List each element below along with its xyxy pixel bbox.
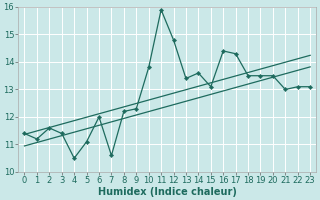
X-axis label: Humidex (Indice chaleur): Humidex (Indice chaleur) bbox=[98, 187, 237, 197]
